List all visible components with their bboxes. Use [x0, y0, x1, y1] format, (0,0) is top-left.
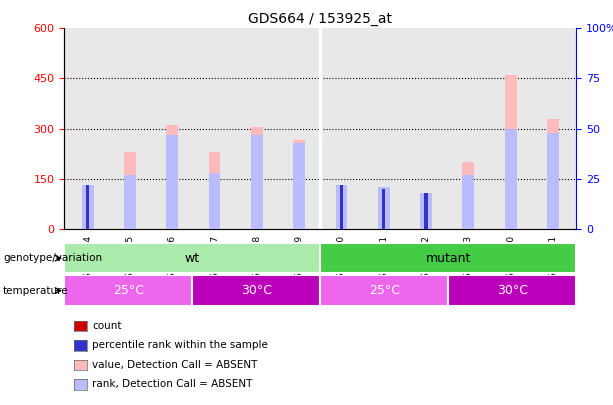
- Bar: [251, 127, 263, 229]
- Bar: [124, 175, 136, 229]
- Text: 30°C: 30°C: [497, 284, 528, 297]
- Text: 25°C: 25°C: [113, 284, 144, 297]
- Bar: [424, 193, 428, 229]
- Bar: [424, 211, 428, 229]
- Bar: [462, 162, 474, 229]
- Bar: [82, 185, 94, 229]
- Bar: [320, 243, 576, 273]
- Bar: [64, 243, 320, 273]
- Bar: [86, 202, 89, 229]
- Bar: [335, 185, 348, 229]
- Bar: [382, 189, 386, 229]
- Bar: [420, 204, 432, 229]
- Bar: [547, 132, 559, 229]
- Bar: [293, 143, 305, 229]
- Bar: [448, 275, 576, 306]
- Bar: [320, 275, 448, 306]
- Text: value, Detection Call = ABSENT: value, Detection Call = ABSENT: [92, 360, 257, 370]
- Text: rank, Detection Call = ABSENT: rank, Detection Call = ABSENT: [92, 379, 253, 389]
- Bar: [382, 219, 386, 229]
- Bar: [340, 215, 343, 229]
- Bar: [547, 119, 559, 229]
- Title: GDS664 / 153925_at: GDS664 / 153925_at: [248, 12, 392, 26]
- Bar: [251, 134, 263, 229]
- Bar: [504, 129, 517, 229]
- Text: genotype/variation: genotype/variation: [3, 254, 102, 263]
- Bar: [462, 175, 474, 229]
- Bar: [378, 192, 390, 229]
- Bar: [293, 140, 305, 229]
- Bar: [124, 152, 136, 229]
- Bar: [420, 193, 432, 229]
- Bar: [340, 185, 343, 229]
- Bar: [335, 202, 348, 229]
- Bar: [192, 275, 320, 306]
- Text: count: count: [92, 321, 121, 331]
- Bar: [86, 185, 89, 229]
- Bar: [504, 75, 517, 229]
- Bar: [378, 187, 390, 229]
- Bar: [82, 202, 94, 229]
- Bar: [64, 275, 192, 306]
- Text: percentile rank within the sample: percentile rank within the sample: [92, 341, 268, 350]
- Text: wt: wt: [185, 252, 200, 265]
- Text: temperature: temperature: [3, 286, 69, 296]
- Bar: [208, 152, 221, 229]
- Text: mutant: mutant: [425, 252, 471, 265]
- Text: 25°C: 25°C: [369, 284, 400, 297]
- Bar: [208, 173, 221, 229]
- Bar: [166, 134, 178, 229]
- Text: 30°C: 30°C: [241, 284, 272, 297]
- Bar: [166, 125, 178, 229]
